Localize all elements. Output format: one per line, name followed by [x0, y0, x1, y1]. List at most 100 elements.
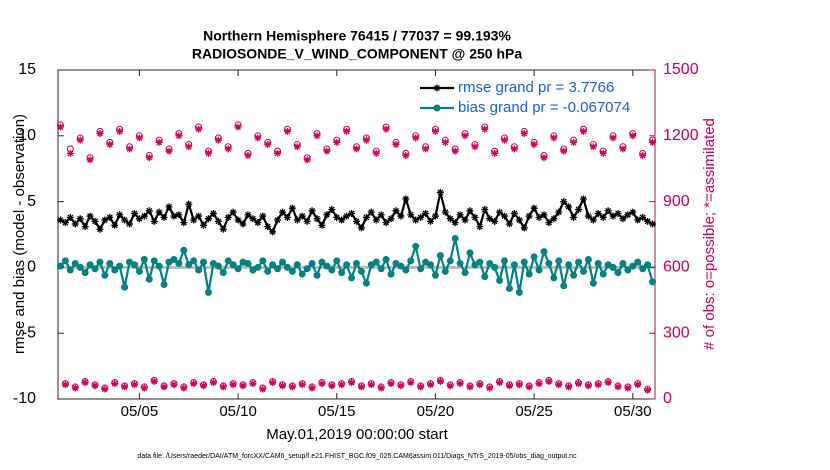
marker: [61, 257, 69, 265]
marker: [323, 262, 331, 270]
marker: [175, 132, 183, 140]
marker: [392, 207, 400, 215]
marker: [61, 381, 69, 389]
marker: [382, 256, 390, 264]
x-tick-label: 05/10: [219, 403, 257, 420]
marker: [441, 208, 449, 216]
marker: [313, 132, 321, 140]
chart-title: Northern Hemisphere 76415 / 77037 = 99.1…: [203, 28, 511, 44]
marker: [505, 284, 513, 292]
marker: [264, 223, 272, 231]
marker: [639, 213, 647, 221]
marker: [91, 265, 99, 273]
marker: [204, 288, 212, 296]
marker: [535, 266, 543, 274]
marker: [382, 125, 390, 133]
marker: [644, 217, 652, 225]
marker: [579, 127, 587, 135]
marker: [298, 270, 306, 278]
marker: [343, 127, 351, 135]
y2-tick-label: 600: [663, 259, 690, 276]
marker: [387, 380, 395, 388]
marker: [649, 220, 657, 228]
marker: [584, 382, 592, 390]
marker: [353, 145, 360, 153]
marker: [491, 263, 499, 271]
marker: [540, 211, 548, 219]
marker: [56, 216, 64, 224]
marker: [501, 212, 509, 220]
marker: [71, 384, 79, 392]
marker: [229, 261, 237, 269]
marker: [451, 147, 459, 155]
y-tick-label: -10: [13, 390, 36, 407]
marker: [76, 136, 84, 144]
marker: [456, 259, 464, 267]
marker: [214, 262, 222, 270]
legend-marker: [433, 104, 441, 112]
marker: [328, 205, 336, 213]
marker: [190, 257, 198, 265]
marker: [481, 205, 489, 213]
marker: [427, 381, 435, 389]
marker: [515, 288, 523, 296]
marker: [357, 224, 365, 232]
marker: [436, 188, 444, 196]
marker: [338, 216, 346, 224]
y-tick-label: 0: [27, 259, 36, 276]
marker: [550, 134, 558, 142]
marker: [249, 380, 257, 388]
y2-tick-label: 300: [663, 324, 690, 341]
legend-label: bias grand pr = -0.067074: [458, 99, 630, 116]
marker: [96, 225, 104, 233]
marker: [165, 203, 173, 211]
marker: [501, 257, 509, 265]
marker: [323, 147, 331, 155]
marker: [570, 271, 578, 279]
marker: [185, 143, 193, 151]
marker: [412, 216, 420, 224]
marker: [515, 216, 523, 224]
marker: [456, 211, 464, 219]
marker: [278, 208, 286, 216]
legend-label: rmse grand pr = 3.7766: [458, 79, 614, 96]
marker: [155, 262, 163, 270]
marker: [550, 274, 558, 282]
marker: [195, 125, 203, 133]
marker: [565, 383, 573, 391]
marker: [422, 209, 430, 217]
marker: [135, 215, 143, 223]
marker: [190, 380, 198, 388]
marker: [180, 246, 188, 254]
marker: [560, 147, 568, 155]
marker: [624, 211, 632, 219]
marker: [579, 267, 587, 275]
marker: [589, 216, 597, 224]
marker: [589, 143, 597, 151]
marker: [116, 127, 124, 135]
marker: [446, 257, 454, 265]
marker: [649, 278, 657, 286]
marker: [293, 143, 301, 151]
marker: [614, 269, 622, 277]
marker: [496, 277, 504, 285]
marker: [264, 141, 272, 149]
marker: [451, 219, 459, 227]
marker: [481, 273, 489, 281]
marker: [180, 384, 188, 392]
marker: [515, 381, 523, 389]
marker: [530, 204, 538, 212]
marker: [584, 256, 592, 264]
marker: [126, 145, 134, 153]
marker: [96, 258, 104, 266]
x-tick-label: 05/30: [614, 403, 652, 420]
marker: [501, 136, 509, 144]
marker: [397, 382, 405, 390]
marker: [283, 213, 291, 221]
marker: [56, 123, 64, 131]
marker: [407, 257, 415, 265]
marker: [81, 379, 89, 387]
marker: [278, 382, 286, 390]
y-axis-label: rmse and bias (model - observation): [11, 114, 28, 354]
marker: [200, 221, 208, 229]
